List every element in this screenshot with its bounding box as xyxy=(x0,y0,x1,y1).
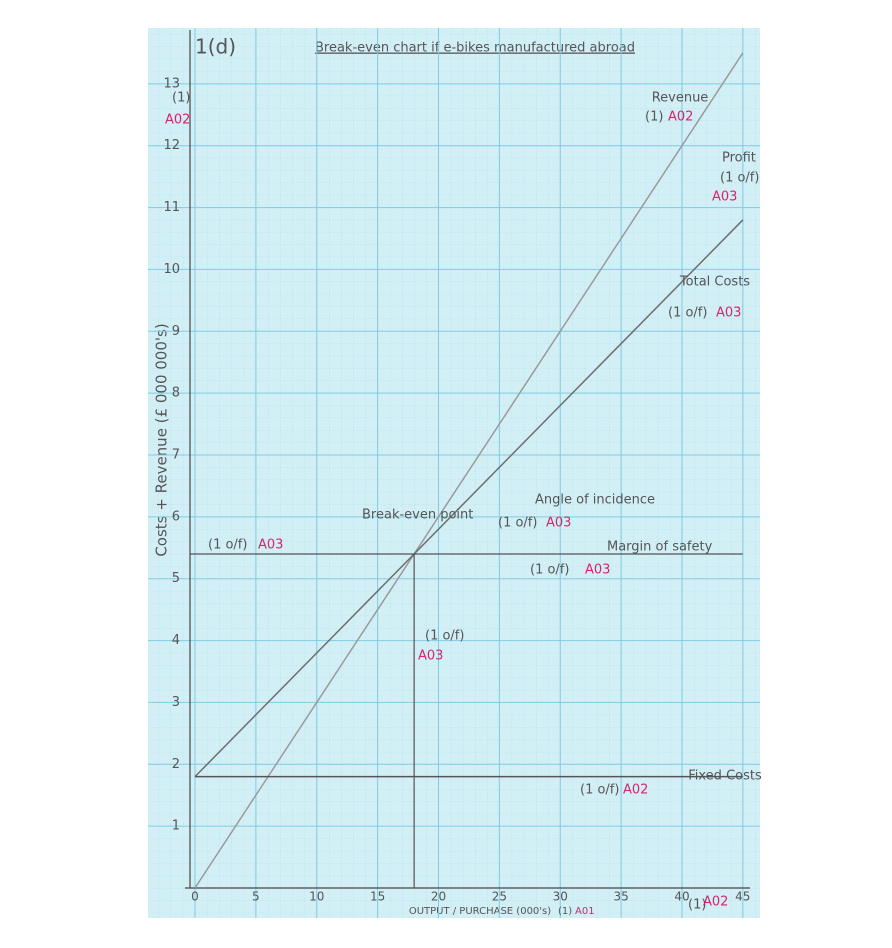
y-tick-label: 2 xyxy=(172,757,180,772)
chart-title: Break-even chart if e-bikes manufactured… xyxy=(315,41,635,56)
x-axis-label: OUTPUT / PURCHASE (000's) xyxy=(409,906,551,917)
x-tick-label: 0 xyxy=(191,890,199,904)
y-tick-label: 4 xyxy=(172,633,180,648)
y-tick-label: 1 xyxy=(172,819,180,834)
annotation: Angle of incidence xyxy=(535,493,655,508)
mark-code: A03 xyxy=(418,649,443,664)
mark-code: A02 xyxy=(668,110,693,125)
mark-code: A03 xyxy=(546,516,571,531)
x-tick-label: 15 xyxy=(370,890,385,904)
x-tick-label: 40 xyxy=(674,890,689,904)
mark-code: A02 xyxy=(165,113,190,128)
series-label: Total Costs xyxy=(679,275,750,290)
annotation: (1 o/f) xyxy=(208,538,247,553)
annotation: (1 o/f) xyxy=(580,783,619,798)
mark-code: A01 xyxy=(575,906,595,917)
y-tick-label: 8 xyxy=(172,386,180,401)
annotation: (1) xyxy=(688,898,706,913)
mark-code: A03 xyxy=(258,538,283,553)
annotation: (1 o/f) xyxy=(720,171,759,186)
y-tick-label: 3 xyxy=(172,695,180,710)
mark-code: A02 xyxy=(623,783,648,798)
y-tick-label: 13 xyxy=(163,76,180,91)
x-tick-label: 20 xyxy=(431,890,446,904)
annotation: Profit xyxy=(722,151,756,166)
series-line xyxy=(194,52,744,889)
series-label: Revenue xyxy=(652,91,709,106)
x-tick-label: 45 xyxy=(735,890,750,904)
annotation: Break-even point xyxy=(362,508,473,523)
y-axis-label: Costs + Revenue (£ 000 000's) xyxy=(153,323,171,556)
annotation: (1) xyxy=(645,110,663,125)
graph-paper-grid xyxy=(148,28,760,918)
annotation: (1 o/f) xyxy=(425,629,464,644)
x-tick-label: 30 xyxy=(553,890,568,904)
mark-code: A03 xyxy=(585,563,610,578)
annotation: (1 o/f) xyxy=(498,516,537,531)
mark-code: A03 xyxy=(716,306,741,321)
annotation: (1 o/f) xyxy=(668,306,707,321)
mark-code: A03 xyxy=(712,190,737,205)
annotation: (1) xyxy=(172,91,190,106)
mark-code: A02 xyxy=(703,895,728,910)
x-tick-label: 25 xyxy=(492,890,507,904)
series-label: Fixed Costs xyxy=(688,769,762,784)
annotation: Margin of safety xyxy=(607,540,713,555)
x-tick-label: 5 xyxy=(252,890,260,904)
series-line xyxy=(194,219,744,778)
y-tick-label: 6 xyxy=(172,509,180,524)
y-tick-label: 10 xyxy=(163,262,180,277)
x-tick-label: 35 xyxy=(613,890,628,904)
y-tick-label: 7 xyxy=(172,448,180,463)
y-tick-label: 11 xyxy=(163,200,180,215)
x-tick-label: 10 xyxy=(309,890,324,904)
y-tick-label: 9 xyxy=(172,324,180,339)
annotation: (1) xyxy=(558,906,572,917)
question-label: 1(d) xyxy=(195,35,236,59)
annotation: (1 o/f) xyxy=(530,563,569,578)
y-tick-label: 12 xyxy=(163,138,180,153)
y-tick-label: 5 xyxy=(172,571,180,586)
